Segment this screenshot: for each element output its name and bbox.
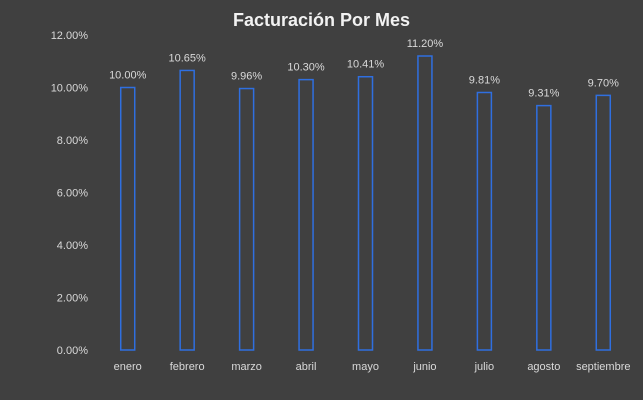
data-label: 9.31% <box>528 88 559 100</box>
y-tick-label: 4.00% <box>57 240 88 252</box>
data-label: 11.20% <box>407 38 444 50</box>
chart-title: Facturación Por Mes <box>232 10 411 30</box>
bar-febrero <box>179 69 195 351</box>
x-tick-label: enero <box>114 361 142 373</box>
data-label: 9.81% <box>469 74 500 86</box>
data-label: 10.65% <box>169 52 207 64</box>
bar-agosto <box>536 104 552 351</box>
y-tick-label: 2.00% <box>57 293 88 305</box>
y-tick-label: 6.00% <box>57 188 88 200</box>
y-tick-label: 10.00% <box>51 83 89 95</box>
bar-enero <box>119 86 136 351</box>
data-label: 10.00% <box>109 70 147 82</box>
data-label: 10.30% <box>287 62 325 74</box>
data-label: 9.96% <box>231 71 262 83</box>
x-tick-label: mayo <box>352 361 379 373</box>
x-tick-label: abril <box>296 361 317 373</box>
bar-septiembre <box>595 94 612 351</box>
y-tick-label: 0.00% <box>57 345 88 357</box>
bar-mayo <box>357 75 374 351</box>
bar-marzo <box>238 87 255 351</box>
bar-julio <box>476 91 493 351</box>
x-tick-label: febrero <box>170 361 205 373</box>
data-label: 10.41% <box>347 59 385 71</box>
bar-abril <box>298 78 314 351</box>
x-tick-label: julio <box>474 361 495 373</box>
x-tick-label: junio <box>412 361 436 373</box>
x-tick-label: agosto <box>527 361 560 373</box>
x-tick-label: septiembre <box>576 361 630 373</box>
x-tick-label: marzo <box>231 361 262 373</box>
y-tick-label: 8.00% <box>57 135 88 147</box>
data-label: 9.70% <box>588 77 619 89</box>
bar-junio <box>417 55 433 351</box>
y-tick-label: 12.00% <box>51 30 89 42</box>
